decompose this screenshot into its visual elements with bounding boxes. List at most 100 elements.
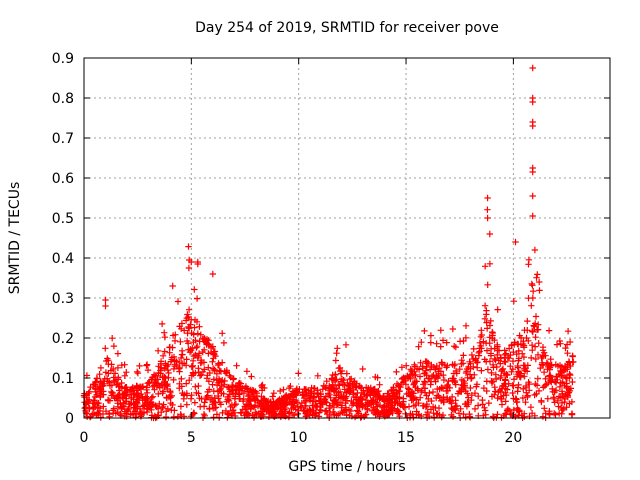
data-point [529, 64, 536, 72]
data-point [539, 353, 546, 360]
data-point [399, 402, 406, 409]
data-point [190, 331, 197, 338]
data-point [91, 380, 98, 388]
data-point [197, 359, 204, 367]
data-point [209, 365, 217, 372]
data-point [347, 407, 354, 415]
data-point [504, 405, 512, 413]
data-point [502, 398, 509, 405]
y-tick-label: 0.8 [52, 91, 74, 107]
data-point [197, 331, 204, 338]
data-point [381, 397, 388, 404]
data-point [492, 371, 499, 378]
data-point [555, 403, 562, 410]
data-point [172, 331, 179, 338]
data-point [115, 391, 122, 399]
data-point [213, 370, 221, 377]
data-point [109, 389, 116, 397]
data-point [452, 343, 459, 351]
data-point [178, 383, 185, 390]
data-point [464, 390, 471, 397]
data-point [329, 371, 336, 379]
data-point [510, 382, 517, 389]
data-point [542, 410, 549, 417]
data-point [116, 387, 123, 394]
data-point [208, 394, 216, 402]
data-point [394, 400, 401, 407]
data-point [106, 411, 113, 418]
data-point [545, 327, 553, 334]
data-point [423, 392, 430, 399]
data-point [489, 361, 497, 368]
data-point [162, 413, 170, 421]
data-point [524, 362, 531, 369]
data-point [87, 383, 94, 391]
data-point [557, 367, 564, 375]
data-point [295, 370, 302, 377]
data-point [161, 365, 168, 372]
y-tick-labels: 0 0.1 0.2 0.3 0.4 0.5 0.6 0.7 0.8 0.9 [52, 51, 74, 427]
data-point [343, 370, 350, 377]
data-point [560, 405, 567, 412]
data-point [269, 393, 276, 400]
data-point [193, 318, 201, 325]
data-point [209, 401, 216, 408]
data-point [186, 325, 193, 332]
data-point [567, 371, 574, 379]
data-point [260, 395, 267, 402]
data-point [333, 350, 340, 357]
data-point [193, 389, 200, 396]
data-point [110, 374, 117, 381]
data-point [464, 365, 471, 373]
data-point [484, 325, 491, 332]
data-point [554, 376, 561, 383]
data-point [358, 413, 365, 421]
data-point [558, 372, 566, 379]
x-axis-label: GPS time / hours [288, 459, 405, 475]
data-point [171, 337, 179, 345]
data-point [541, 382, 549, 390]
data-point [338, 393, 345, 400]
data-point [171, 407, 178, 414]
data-point [510, 298, 517, 305]
data-point [86, 388, 93, 395]
data-point [480, 384, 488, 392]
data-point [427, 381, 434, 388]
data-point [190, 339, 197, 346]
data-point [335, 381, 342, 388]
data-point [528, 280, 535, 288]
data-point [564, 392, 571, 399]
data-point [110, 365, 117, 373]
data-point [93, 411, 100, 419]
data-point [558, 363, 565, 371]
data-point [184, 330, 191, 337]
data-point [410, 390, 417, 397]
data-point [426, 366, 434, 373]
data-point [438, 359, 445, 366]
data-point [129, 385, 136, 393]
x-tick-label: 20 [504, 430, 522, 446]
data-point [481, 302, 489, 309]
data-point [495, 389, 502, 396]
data-point [247, 405, 255, 412]
data-point [547, 362, 555, 369]
data-point [191, 324, 198, 331]
data-point [403, 390, 410, 398]
data-point [333, 392, 340, 399]
data-point [237, 380, 244, 387]
data-point [449, 393, 456, 401]
data-point [558, 399, 566, 407]
data-point [416, 373, 424, 380]
data-point [484, 281, 491, 288]
chart-title: Day 254 of 2019, SRMTID for receiver pov… [195, 20, 499, 36]
data-point [185, 313, 192, 321]
data-point [402, 381, 410, 388]
data-point [495, 347, 503, 354]
data-point [437, 327, 444, 334]
data-point [473, 381, 481, 388]
data-point [467, 375, 475, 382]
data-point [471, 371, 478, 378]
data-point [292, 397, 300, 404]
data-point [508, 342, 515, 349]
data-point [321, 408, 329, 415]
